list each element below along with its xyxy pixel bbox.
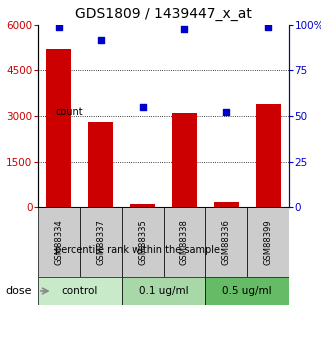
Bar [163, 207, 205, 277]
Point [45, 324, 50, 329]
Title: GDS1809 / 1439447_x_at: GDS1809 / 1439447_x_at [75, 7, 252, 21]
Bar [130, 204, 155, 207]
Bar [122, 207, 163, 277]
Bar [214, 203, 239, 207]
Bar [44, 69, 50, 155]
Text: GSM88338: GSM88338 [180, 219, 189, 265]
Text: GSM88399: GSM88399 [264, 219, 273, 265]
Text: GSM88336: GSM88336 [222, 219, 231, 265]
Bar [122, 277, 205, 305]
Bar [172, 113, 197, 207]
Bar [88, 122, 113, 207]
Text: GSM88335: GSM88335 [138, 219, 147, 265]
Bar [38, 207, 80, 277]
Text: count: count [55, 107, 82, 117]
Text: GSM88337: GSM88337 [96, 219, 105, 265]
Text: dose: dose [5, 286, 31, 296]
Point [140, 104, 145, 110]
Text: percentile rank within the sample: percentile rank within the sample [55, 245, 220, 255]
Bar [205, 277, 289, 305]
Bar [46, 49, 72, 207]
Point [265, 24, 271, 30]
Bar [247, 207, 289, 277]
Text: GSM88334: GSM88334 [55, 219, 64, 265]
Text: 0.5 ug/ml: 0.5 ug/ml [222, 286, 272, 296]
Text: control: control [62, 286, 98, 296]
Point [224, 110, 229, 115]
Bar [256, 104, 281, 207]
Point [98, 37, 103, 42]
Point [182, 26, 187, 31]
Text: 0.1 ug/ml: 0.1 ug/ml [139, 286, 188, 296]
Bar [80, 207, 122, 277]
Bar [38, 277, 122, 305]
Bar [205, 207, 247, 277]
Point [56, 24, 62, 30]
